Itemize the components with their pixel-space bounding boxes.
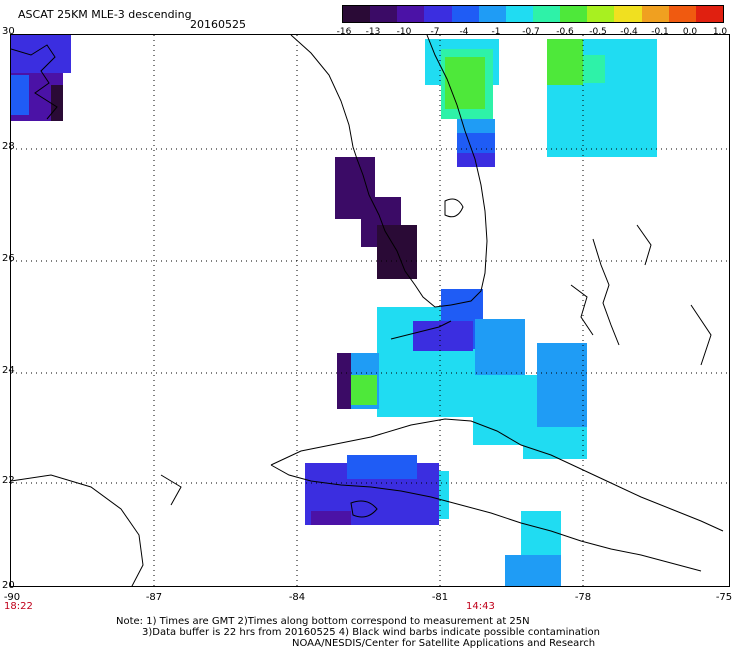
colorbar-swatch <box>424 6 452 22</box>
bahamas-3 <box>636 224 652 266</box>
swath-block <box>439 471 449 519</box>
swath-block <box>457 153 495 167</box>
map-area <box>10 34 730 587</box>
colorbar-label: -0.7 <box>522 27 540 37</box>
colorbar-label: -4 <box>459 27 469 37</box>
colorbar-label: -10 <box>396 27 412 37</box>
coast-florida-east <box>426 35 488 306</box>
colorbar-swatch <box>614 6 642 22</box>
colorbar-label: -0.5 <box>589 27 607 37</box>
colorbar-label: -0.1 <box>651 27 669 37</box>
colorbar-swatch <box>397 6 425 22</box>
x-label-81: -81 <box>431 592 449 603</box>
swath-block <box>457 133 495 153</box>
swath-block <box>311 511 351 525</box>
note-line-3: NOAA/NESDIS/Center for Satellite Applica… <box>292 638 596 649</box>
coast-florida-west <box>356 158 452 308</box>
swath-block <box>11 75 29 115</box>
colorbar <box>342 5 724 23</box>
colorbar-swatch <box>641 6 669 22</box>
florida-keys <box>390 320 452 340</box>
colorbar-swatch <box>343 6 371 22</box>
colorbar-swatch <box>560 6 588 22</box>
colorbar-label: -1 <box>491 27 501 37</box>
bahamas-2 <box>570 284 594 336</box>
colorbar-swatch <box>532 6 561 22</box>
swath-block <box>347 455 417 479</box>
isle-of-youth <box>350 500 378 518</box>
lake-okeechobee <box>444 198 464 218</box>
swath-block <box>457 119 495 133</box>
colorbar-label: 0.0 <box>682 27 698 37</box>
colorbar-swatch <box>451 6 479 22</box>
y-label-28: 28 <box>2 141 15 152</box>
colorbar-label: -7 <box>430 27 440 37</box>
x-label-87: -87 <box>145 592 163 603</box>
time-left: 18:22 <box>4 601 33 612</box>
map-title: ASCAT 25KM MLE-3 descending <box>18 8 192 21</box>
y-label-30: 30 <box>2 26 15 37</box>
y-label-24: 24 <box>2 365 15 376</box>
y-label-26: 26 <box>2 253 15 264</box>
colorbar-label: -16 <box>336 27 352 37</box>
colorbar-label: -13 <box>365 27 381 37</box>
colorbar-labels: -16 -13 -10 -7 -4 -1 -0.7 -0.6 -0.5 -0.4 -0.1 0.0 1.… <box>0 27 740 39</box>
coast-louisiana <box>11 44 58 120</box>
x-label-75: -75 <box>715 592 733 603</box>
colorbar-swatch <box>668 6 696 22</box>
colorbar-swatch <box>505 6 533 22</box>
colorbar-label: -0.4 <box>620 27 638 37</box>
swath-block <box>51 85 63 121</box>
colorbar-swatch <box>695 6 723 22</box>
x-label-90: -90 <box>3 592 21 603</box>
cuba-north <box>270 418 724 532</box>
colorbar-swatch <box>478 6 506 22</box>
swath-block <box>445 57 485 109</box>
swath-block <box>413 321 473 351</box>
swath-block <box>475 319 525 375</box>
colorbar-label: -0.6 <box>556 27 574 37</box>
coast-yucatan <box>11 474 144 586</box>
bahamas-4 <box>690 304 712 366</box>
y-label-20: 20 <box>2 580 15 591</box>
colorbar-swatch <box>587 6 615 22</box>
bahamas-1 <box>592 238 620 346</box>
map-svg <box>11 35 729 586</box>
coast-bigbend <box>290 35 358 160</box>
note-line-1: Note: 1) Times are GMT 2)Times along bot… <box>116 616 530 627</box>
coast-cozumel <box>160 474 182 506</box>
y-label-22: 22 <box>2 475 15 486</box>
swath-block <box>583 55 605 83</box>
swath-block <box>337 353 351 409</box>
note-line-2: 3)Data buffer is 22 hrs from 20160525 4)… <box>142 627 600 638</box>
colorbar-swatch <box>370 6 398 22</box>
swath-block <box>351 375 377 405</box>
colorbar-label: 1.0 <box>712 27 728 37</box>
time-mid: 14:43 <box>466 601 495 612</box>
cuba-south <box>270 464 702 572</box>
x-label-78: -78 <box>574 592 592 603</box>
coastlines <box>11 35 724 586</box>
map-date: 20160525 <box>190 18 246 31</box>
swath-block <box>523 427 587 459</box>
swath-data <box>11 35 657 586</box>
x-label-84: -84 <box>288 592 306 603</box>
swath-block <box>547 39 583 85</box>
swath-block <box>505 555 561 586</box>
swath-block <box>11 35 71 73</box>
